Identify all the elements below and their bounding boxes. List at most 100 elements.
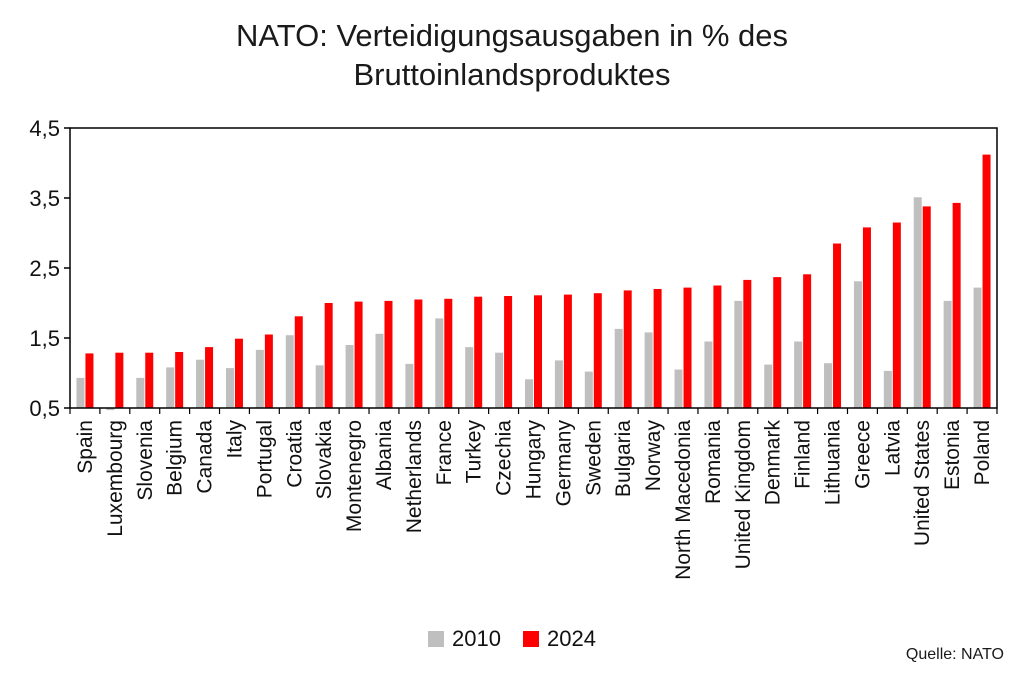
bar-2024-sweden bbox=[593, 293, 602, 408]
bar-2010-poland bbox=[973, 287, 982, 408]
x-tick-label-croatia: Croatia bbox=[283, 420, 306, 488]
bar-2010-norway bbox=[644, 332, 653, 408]
x-tick-label-hungary: Hungary bbox=[523, 420, 546, 500]
x-tick-label-slovakia: Slovakia bbox=[313, 420, 336, 500]
x-tick-label-belgium: Belgium bbox=[164, 420, 187, 496]
x-tick-label-italy: Italy bbox=[223, 420, 246, 459]
bar-2024-poland bbox=[982, 154, 991, 408]
bar-2010-romania bbox=[704, 341, 713, 408]
x-tick-label-spain: Spain bbox=[74, 420, 97, 474]
x-tick-label-north-macedonia: North Macedonia bbox=[672, 420, 695, 580]
bar-2010-croatia bbox=[285, 335, 294, 408]
x-tick-label-latvia: Latvia bbox=[881, 420, 904, 476]
x-tick-label-albania: Albania bbox=[373, 420, 396, 490]
bar-2024-netherlands bbox=[414, 299, 423, 408]
bar-2010-slovakia bbox=[315, 365, 324, 408]
x-tick-label-lithuania: Lithuania bbox=[822, 420, 845, 506]
bar-2024-denmark bbox=[773, 277, 782, 408]
legend-swatch-2024 bbox=[523, 631, 539, 647]
legend-label-2024: 2024 bbox=[547, 626, 596, 651]
bar-2010-italy bbox=[225, 368, 234, 408]
bar-2024-romania bbox=[713, 285, 722, 408]
bar-2010-sweden bbox=[584, 371, 593, 408]
bar-2010-slovenia bbox=[136, 377, 145, 408]
bar-2024-united-states bbox=[922, 206, 931, 408]
bar-2010-north-macedonia bbox=[674, 369, 683, 408]
bar-2024-slovakia bbox=[324, 303, 333, 408]
x-tick-label-germany: Germany bbox=[552, 420, 575, 507]
legend: 2010 2024 bbox=[0, 626, 1024, 652]
bar-2024-montenegro bbox=[354, 301, 363, 408]
bar-2010-netherlands bbox=[405, 363, 414, 408]
bar-2024-luxembourg bbox=[115, 352, 124, 408]
x-tick-label-portugal: Portugal bbox=[253, 420, 276, 498]
x-tick-label-estonia: Estonia bbox=[941, 420, 964, 490]
x-tick-label-slovenia: Slovenia bbox=[134, 420, 157, 501]
x-tick-label-finland: Finland bbox=[792, 420, 815, 489]
y-tick-label: 1,5 bbox=[29, 326, 60, 351]
y-tick-label: 0,5 bbox=[29, 396, 60, 421]
x-tick-label-montenegro: Montenegro bbox=[343, 420, 366, 532]
chart-title: NATO: Verteidigungsausgaben in % des Bru… bbox=[0, 16, 1024, 94]
bar-2024-lithuania bbox=[833, 243, 842, 408]
bar-2010-czechia bbox=[495, 352, 504, 408]
bar-2024-finland bbox=[803, 274, 812, 408]
y-tick-label: 2,5 bbox=[29, 256, 60, 281]
legend-swatch-2010 bbox=[428, 631, 445, 647]
bar-2010-spain bbox=[76, 377, 85, 408]
bar-2010-denmark bbox=[764, 364, 773, 408]
bar-2010-belgium bbox=[166, 367, 175, 408]
x-tick-label-canada: Canada bbox=[194, 420, 217, 494]
x-tick-label-bulgaria: Bulgaria bbox=[612, 420, 635, 497]
bar-2024-greece bbox=[862, 227, 871, 408]
legend-item-2010: 2010 bbox=[428, 626, 501, 652]
bar-2024-canada bbox=[205, 347, 214, 408]
bar-2024-latvia bbox=[892, 222, 901, 408]
bar-2010-portugal bbox=[255, 349, 264, 408]
y-tick-label: 4,5 bbox=[29, 116, 60, 141]
bar-2024-portugal bbox=[264, 334, 273, 408]
bar-2010-bulgaria bbox=[614, 328, 623, 408]
x-tick-label-netherlands: Netherlands bbox=[403, 420, 426, 533]
bar-2010-france bbox=[435, 318, 444, 408]
bar-2024-estonia bbox=[952, 202, 961, 408]
x-tick-label-turkey: Turkey bbox=[463, 420, 486, 484]
bar-2024-turkey bbox=[474, 296, 483, 408]
bar-2024-italy bbox=[234, 338, 243, 408]
chart-title-line-1: NATO: Verteidigungsausgaben in % des bbox=[235, 18, 789, 53]
x-tick-label-france: France bbox=[433, 420, 456, 485]
legend-label-2010: 2010 bbox=[452, 626, 501, 651]
legend-item-2024: 2024 bbox=[523, 626, 596, 652]
bar-2010-united-states bbox=[913, 197, 922, 408]
bar-2010-united-kingdom bbox=[734, 300, 743, 408]
bar-2010-albania bbox=[375, 333, 384, 408]
bar-2024-germany bbox=[563, 294, 572, 408]
x-tick-label-romania: Romania bbox=[702, 420, 725, 504]
bar-2010-canada bbox=[196, 359, 205, 408]
x-tick-label-norway: Norway bbox=[642, 420, 665, 492]
x-tick-label-denmark: Denmark bbox=[762, 420, 785, 506]
bar-2010-greece bbox=[853, 281, 862, 408]
bar-2024-spain bbox=[85, 353, 94, 408]
y-tick-label: 3,5 bbox=[29, 186, 60, 211]
bar-2024-north-macedonia bbox=[683, 287, 692, 408]
chart-title-line-2: Bruttoinlandsproduktes bbox=[353, 57, 671, 92]
bar-2024-albania bbox=[384, 300, 393, 408]
bar-2024-belgium bbox=[175, 352, 184, 408]
bar-2010-estonia bbox=[943, 300, 952, 408]
x-tick-label-luxembourg: Luxembourg bbox=[104, 420, 127, 537]
x-tick-label-united-kingdom: United Kingdom bbox=[732, 420, 755, 569]
x-tick-label-united-states: United States bbox=[911, 420, 934, 546]
bar-2024-hungary bbox=[534, 295, 542, 408]
x-tick-label-sweden: Sweden bbox=[582, 420, 605, 496]
x-tick-label-poland: Poland bbox=[971, 420, 994, 485]
bar-2010-montenegro bbox=[345, 345, 354, 408]
bar-2024-slovenia bbox=[145, 352, 154, 408]
bar-2010-hungary bbox=[525, 379, 533, 408]
bar-2010-turkey bbox=[465, 347, 474, 408]
bar-2010-luxembourg bbox=[106, 408, 115, 411]
bar-2024-united-kingdom bbox=[743, 279, 752, 408]
bar-2024-norway bbox=[653, 289, 662, 408]
bar-2010-germany bbox=[554, 360, 563, 408]
bar-2024-bulgaria bbox=[623, 290, 632, 408]
